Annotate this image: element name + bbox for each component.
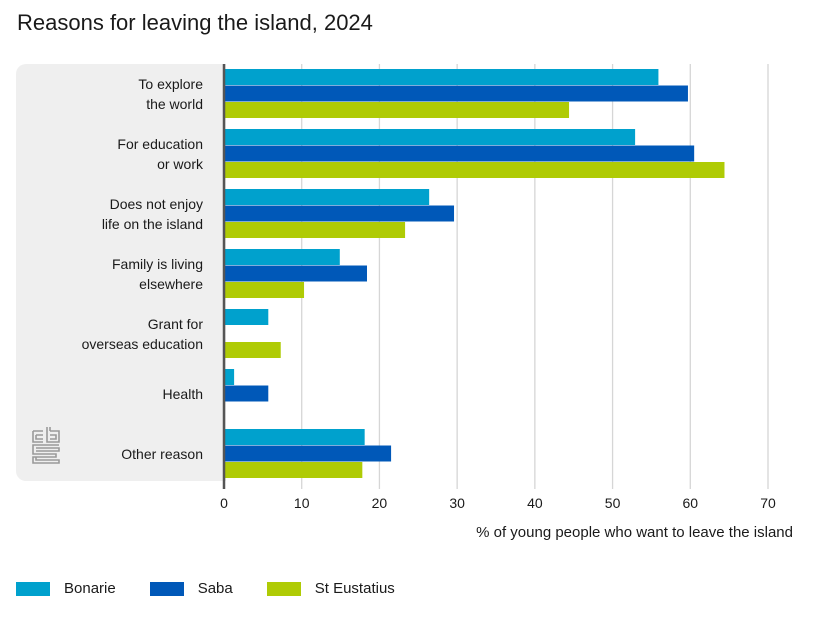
- legend-swatch: [149, 581, 184, 596]
- bar: [224, 189, 430, 205]
- category-label: overseas education: [82, 336, 203, 352]
- bar: [224, 85, 688, 102]
- bar: [224, 145, 695, 162]
- legend-item-bonarie: Bonarie: [16, 580, 116, 597]
- bar: [224, 162, 725, 178]
- chart-title: Reasons for leaving the island, 2024: [17, 10, 373, 35]
- legend-label: Saba: [197, 580, 233, 597]
- bar: [224, 462, 363, 478]
- bar: [224, 205, 455, 222]
- cbs-logo-icon: [32, 426, 60, 469]
- category-label-panel: [16, 64, 226, 481]
- bar: [224, 309, 269, 325]
- category-label: Family is living: [112, 256, 203, 272]
- bar: [224, 129, 636, 145]
- bar: [224, 102, 570, 118]
- x-tick-label: 50: [605, 495, 621, 511]
- category-label: To explore: [138, 76, 203, 92]
- legend-item-saba: Saba: [149, 580, 233, 597]
- legend-label: St Eustatius: [314, 580, 395, 597]
- bar: [224, 222, 406, 238]
- bar: [224, 445, 392, 462]
- category-label: the world: [146, 96, 203, 112]
- category-label: Other reason: [121, 446, 203, 462]
- category-label: Grant for: [148, 316, 204, 332]
- bar: [224, 69, 659, 85]
- x-tick-label: 20: [372, 495, 388, 511]
- x-tick-label: 10: [294, 495, 310, 511]
- bar: [224, 369, 235, 385]
- bar: [224, 249, 340, 265]
- x-tick-label: 70: [760, 495, 776, 511]
- chart-area: To explore the world For education or work D…: [82, 64, 793, 541]
- bar: [224, 342, 281, 358]
- category-label: or work: [157, 156, 204, 172]
- bar: [224, 282, 305, 298]
- x-tick-label: 40: [527, 495, 543, 511]
- bar: [224, 429, 365, 445]
- legend-swatch: [16, 581, 50, 596]
- category-label: elsewhere: [139, 276, 203, 292]
- bar: [224, 265, 367, 282]
- category-label: life on the island: [102, 216, 203, 232]
- x-tick-label: 0: [220, 495, 228, 511]
- legend-label: Bonarie: [64, 580, 116, 597]
- x-axis-label: % of young people who want to leave the …: [476, 524, 793, 541]
- legend: Bonarie Saba St Eustatius: [16, 580, 429, 597]
- legend-item-st-eustatius: St Eustatius: [266, 580, 395, 597]
- legend-swatch: [266, 581, 301, 596]
- bar: [224, 385, 269, 402]
- x-tick-label: 60: [682, 495, 698, 511]
- x-tick-label: 30: [449, 495, 465, 511]
- category-label: Does not enjoy: [110, 196, 203, 212]
- category-label: For education: [117, 136, 203, 152]
- category-label: Health: [163, 386, 203, 402]
